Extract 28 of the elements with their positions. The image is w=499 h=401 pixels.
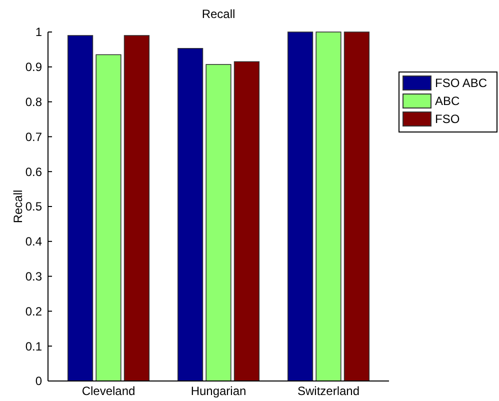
bar (96, 54, 122, 382)
y-tick-label: 0.1 (25, 339, 42, 354)
y-tick-label: 0.6 (25, 164, 42, 179)
y-tick-label: 1 (35, 25, 42, 40)
legend-label: FSO (435, 112, 460, 126)
legend-label: FSO ABC (435, 76, 488, 90)
bar (344, 32, 370, 382)
bar (206, 64, 232, 382)
chart-title: Recall (202, 7, 236, 21)
y-tick-label: 0.7 (25, 130, 42, 144)
y-tick-label: 0.4 (25, 234, 42, 249)
x-tick-label: Hungarian (190, 384, 246, 398)
legend-label: ABC (435, 94, 460, 108)
bar (316, 32, 342, 382)
bar (124, 35, 150, 382)
y-tick-label: 0.5 (25, 200, 42, 214)
x-tick-label: Cleveland (82, 384, 136, 398)
x-tick-label: Switzerland (297, 384, 360, 398)
y-axis-title: Recall (11, 190, 25, 224)
bar (177, 48, 204, 382)
y-tick-label: 0.2 (25, 304, 42, 318)
y-tick-label: 0 (35, 374, 42, 388)
y-tick-label: 0.3 (25, 270, 42, 284)
bar (234, 61, 260, 382)
y-tick-label: 0.8 (25, 95, 42, 109)
y-tick-label: 0.9 (25, 60, 42, 74)
bar (287, 32, 314, 382)
bar (67, 35, 94, 382)
